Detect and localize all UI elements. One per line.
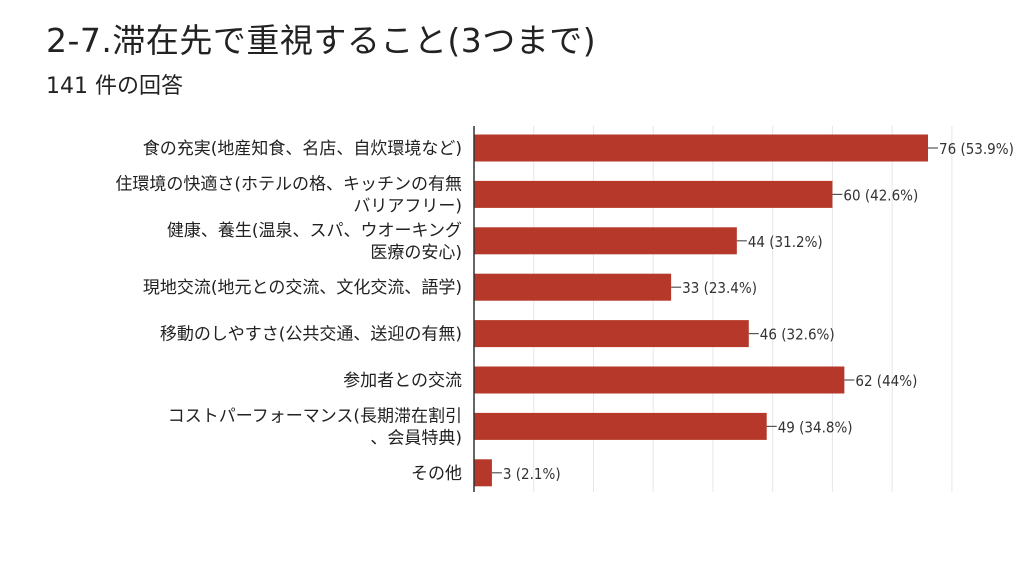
- bars: [474, 134, 928, 487]
- category-labels: 食の充実(地産知食、名店、自炊環境など) 住環境の快適さ(ホテルの格、キッチンの有…: [115, 139, 462, 484]
- category-label: 現地交流(地元との交流、文化交流、語学): [143, 278, 462, 298]
- value-labels: 76 (53.9%) 60 (42.6%) 44 (31.2%) 33 (23.4%)…: [491, 140, 1014, 483]
- category-label: 参加者との交流: [343, 371, 462, 391]
- category-label: 食の充実(地産知食、名店、自炊環境など): [143, 139, 462, 159]
- bar: [474, 227, 737, 255]
- bar: [474, 459, 492, 487]
- bar: [474, 320, 749, 348]
- category-label: 、会員特典): [370, 428, 462, 448]
- category-label: 住環境の快適さ(ホテルの格、キッチンの有無: [115, 174, 462, 194]
- value-label: 3 (2.1%): [503, 465, 561, 483]
- category-label: 医療の安心): [370, 243, 462, 263]
- category-label: バリアフリー): [353, 196, 462, 216]
- bar: [474, 273, 672, 301]
- response-count: 141 件の回答: [46, 74, 183, 99]
- category-label: 健康、養生(温泉、スパ、ウオーキング: [167, 221, 462, 241]
- value-label: 62 (44%): [855, 372, 917, 390]
- value-label: 44 (31.2%): [748, 233, 823, 251]
- category-label: コストパーフォーマンス(長期滞在割引: [168, 406, 462, 426]
- value-label: 76 (53.9%): [939, 140, 1014, 158]
- value-label: 46 (32.6%): [760, 326, 835, 344]
- bar: [474, 134, 928, 162]
- bar: [474, 366, 845, 394]
- bar: [474, 412, 767, 440]
- value-label: 49 (34.8%): [778, 418, 853, 436]
- bar: [474, 180, 833, 208]
- value-label: 33 (23.4%): [682, 279, 757, 297]
- chart-title: 2-7.滞在先で重視すること(3つまで): [46, 21, 597, 60]
- value-label: 60 (42.6%): [843, 186, 918, 204]
- category-label: その他: [411, 464, 462, 484]
- category-label: 移動のしやすさ(公共交通、送迎の有無): [160, 325, 462, 345]
